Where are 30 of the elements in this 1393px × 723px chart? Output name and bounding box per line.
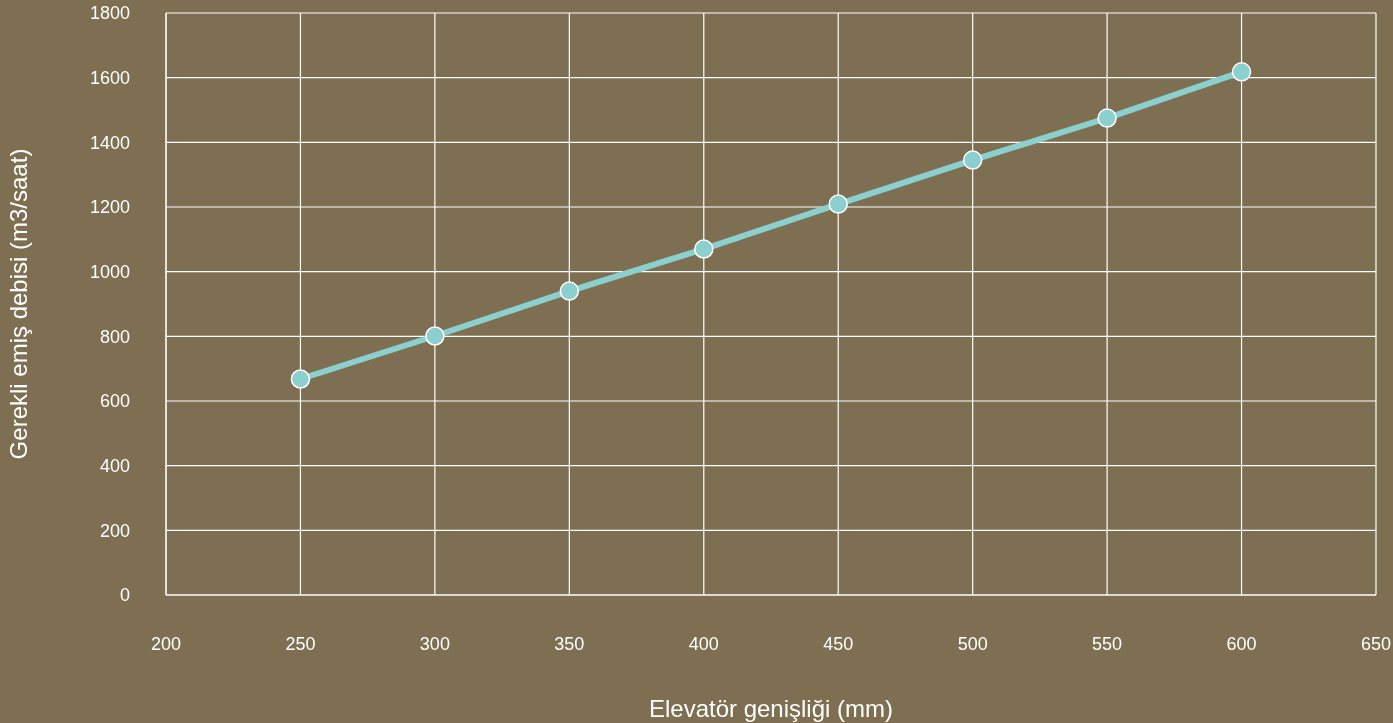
x-tick-label: 550 <box>1092 633 1123 654</box>
y-tick-label: 1800 <box>89 3 130 24</box>
x-tick-label: 450 <box>823 633 854 654</box>
y-tick-label: 200 <box>99 520 130 541</box>
y-tick-label: 1600 <box>89 68 130 89</box>
y-tick-label: 1000 <box>89 262 130 283</box>
point <box>559 281 580 301</box>
x-axis-title: Elevatör genişliği (mm) <box>648 695 894 722</box>
point <box>694 239 714 259</box>
point <box>290 369 311 389</box>
point <box>425 326 445 346</box>
x-tick-label: 400 <box>688 633 719 654</box>
x-tick-label: 350 <box>554 633 585 654</box>
point <box>962 150 983 170</box>
y-tick-label: 0 <box>119 585 130 606</box>
y-tick-label: 1200 <box>89 197 130 218</box>
y-tick-label: 400 <box>99 456 130 477</box>
y-tick-label: 1400 <box>89 132 130 153</box>
x-tick-label: 300 <box>419 633 450 654</box>
y-axis-title: Gerekli emiş debisi (m3/saat) <box>4 148 32 460</box>
y-tick-label: 800 <box>99 326 130 347</box>
y-tick-label: 600 <box>99 391 130 412</box>
x-tick-label: 250 <box>285 633 316 654</box>
x-tick-label: 500 <box>957 633 988 654</box>
point <box>1231 62 1252 82</box>
point <box>1097 108 1117 128</box>
point <box>828 194 848 214</box>
x-tick-label: 600 <box>1226 633 1257 654</box>
x-tick-label: 650 <box>1360 633 1392 654</box>
x-tick-label: 200 <box>150 633 182 654</box>
